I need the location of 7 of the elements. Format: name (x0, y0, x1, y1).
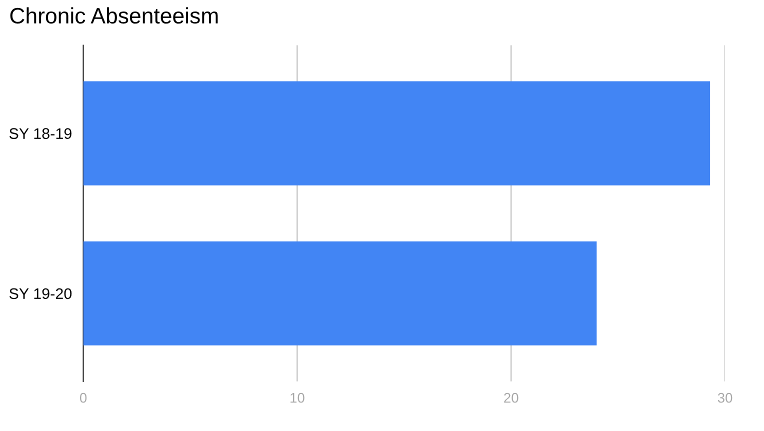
x-tick-label: 10 (290, 392, 304, 403)
y-tick-label: SY 18-19 (9, 128, 72, 139)
x-tick-label: 0 (80, 392, 87, 403)
chart-title: Chronic Absenteeism (10, 7, 218, 24)
x-tick-label: 30 (718, 392, 732, 403)
y-tick-label: SY 19-20 (9, 288, 72, 300)
x-tick-label: 20 (504, 392, 518, 403)
